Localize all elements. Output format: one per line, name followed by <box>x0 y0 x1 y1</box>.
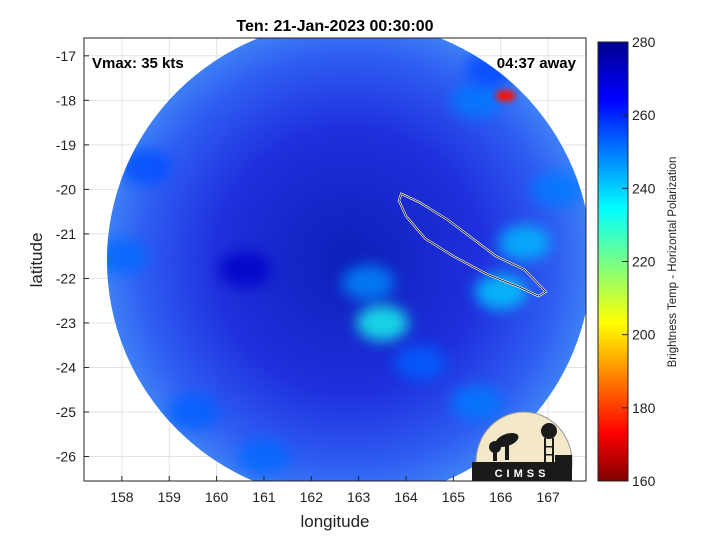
swath-feature <box>219 251 272 288</box>
swath-feature <box>119 149 172 186</box>
colorbar-tick-label: 180 <box>632 400 656 416</box>
swath-feature <box>451 385 504 422</box>
coastline-outline <box>398 193 547 297</box>
swath-feature <box>474 273 527 310</box>
y-axis-label: latitude <box>27 233 46 288</box>
swath-feature <box>495 89 516 102</box>
y-ticks: -17 -18 -19 -20 -21 -22 -23 -24 -25 -26 <box>56 48 89 465</box>
y-tick-label: -25 <box>56 404 76 420</box>
y-tick-label: -24 <box>56 359 76 375</box>
swath-image <box>106 38 586 481</box>
plot-title: Ten: 21-Jan-2023 00:30:00 <box>236 18 433 35</box>
colorbar-tick-label: 160 <box>632 473 656 489</box>
x-tick-label: 163 <box>347 489 371 505</box>
colorbar-tick-label: 220 <box>632 254 656 270</box>
colorbar-tick-label: 240 <box>632 180 656 196</box>
time-away-label: 04:37 away <box>497 55 577 72</box>
colorbar-tick-label: 280 <box>632 34 656 50</box>
x-tick-label: 167 <box>536 489 560 505</box>
swath-feature <box>342 264 395 301</box>
x-tick-label: 162 <box>300 489 324 505</box>
swath-feature <box>451 82 504 119</box>
axes-frame <box>83 37 587 482</box>
y-tick-label: -20 <box>56 181 76 197</box>
y-tick-label: -22 <box>56 270 76 286</box>
x-tick-label: 164 <box>394 489 418 505</box>
x-axis-label: longitude <box>300 512 369 531</box>
x-tick-label: 160 <box>205 489 229 505</box>
cimss-logo: CIMSS <box>472 411 573 481</box>
y-tick-label: -19 <box>56 137 76 153</box>
x-tick-label: 159 <box>158 489 182 505</box>
vmax-label: Vmax: 35 kts <box>92 55 184 72</box>
swath-disk <box>107 38 586 481</box>
x-tick-label: 165 <box>442 489 466 505</box>
y-tick-label: -23 <box>56 315 76 331</box>
colorbar-ticks: 280 260 240 220 200 180 160 <box>622 34 656 489</box>
colorbar-label: Brightness Temp - Horizontal Polarizatio… <box>667 157 679 368</box>
y-tick-label: -26 <box>56 449 76 465</box>
swath-feature <box>498 224 551 261</box>
swath-feature <box>166 393 219 430</box>
swath-feature <box>356 304 409 341</box>
swath-feature <box>394 345 447 382</box>
x-tick-label: 158 <box>110 489 134 505</box>
swath-feature <box>531 171 584 208</box>
logo-text: CIMSS <box>495 468 550 480</box>
swath-feature <box>237 438 290 475</box>
x-ticks: 158 159 160 161 162 163 164 165 166 167 <box>110 476 560 505</box>
colorbar-tick-label: 260 <box>632 107 656 123</box>
colorbar-tick-label: 200 <box>632 327 656 343</box>
y-tick-label: -21 <box>56 226 76 242</box>
y-tick-label: -18 <box>56 92 76 108</box>
x-tick-label: 161 <box>252 489 276 505</box>
y-tick-label: -17 <box>56 48 76 64</box>
x-tick-label: 166 <box>489 489 513 505</box>
swath-feature <box>106 238 148 275</box>
